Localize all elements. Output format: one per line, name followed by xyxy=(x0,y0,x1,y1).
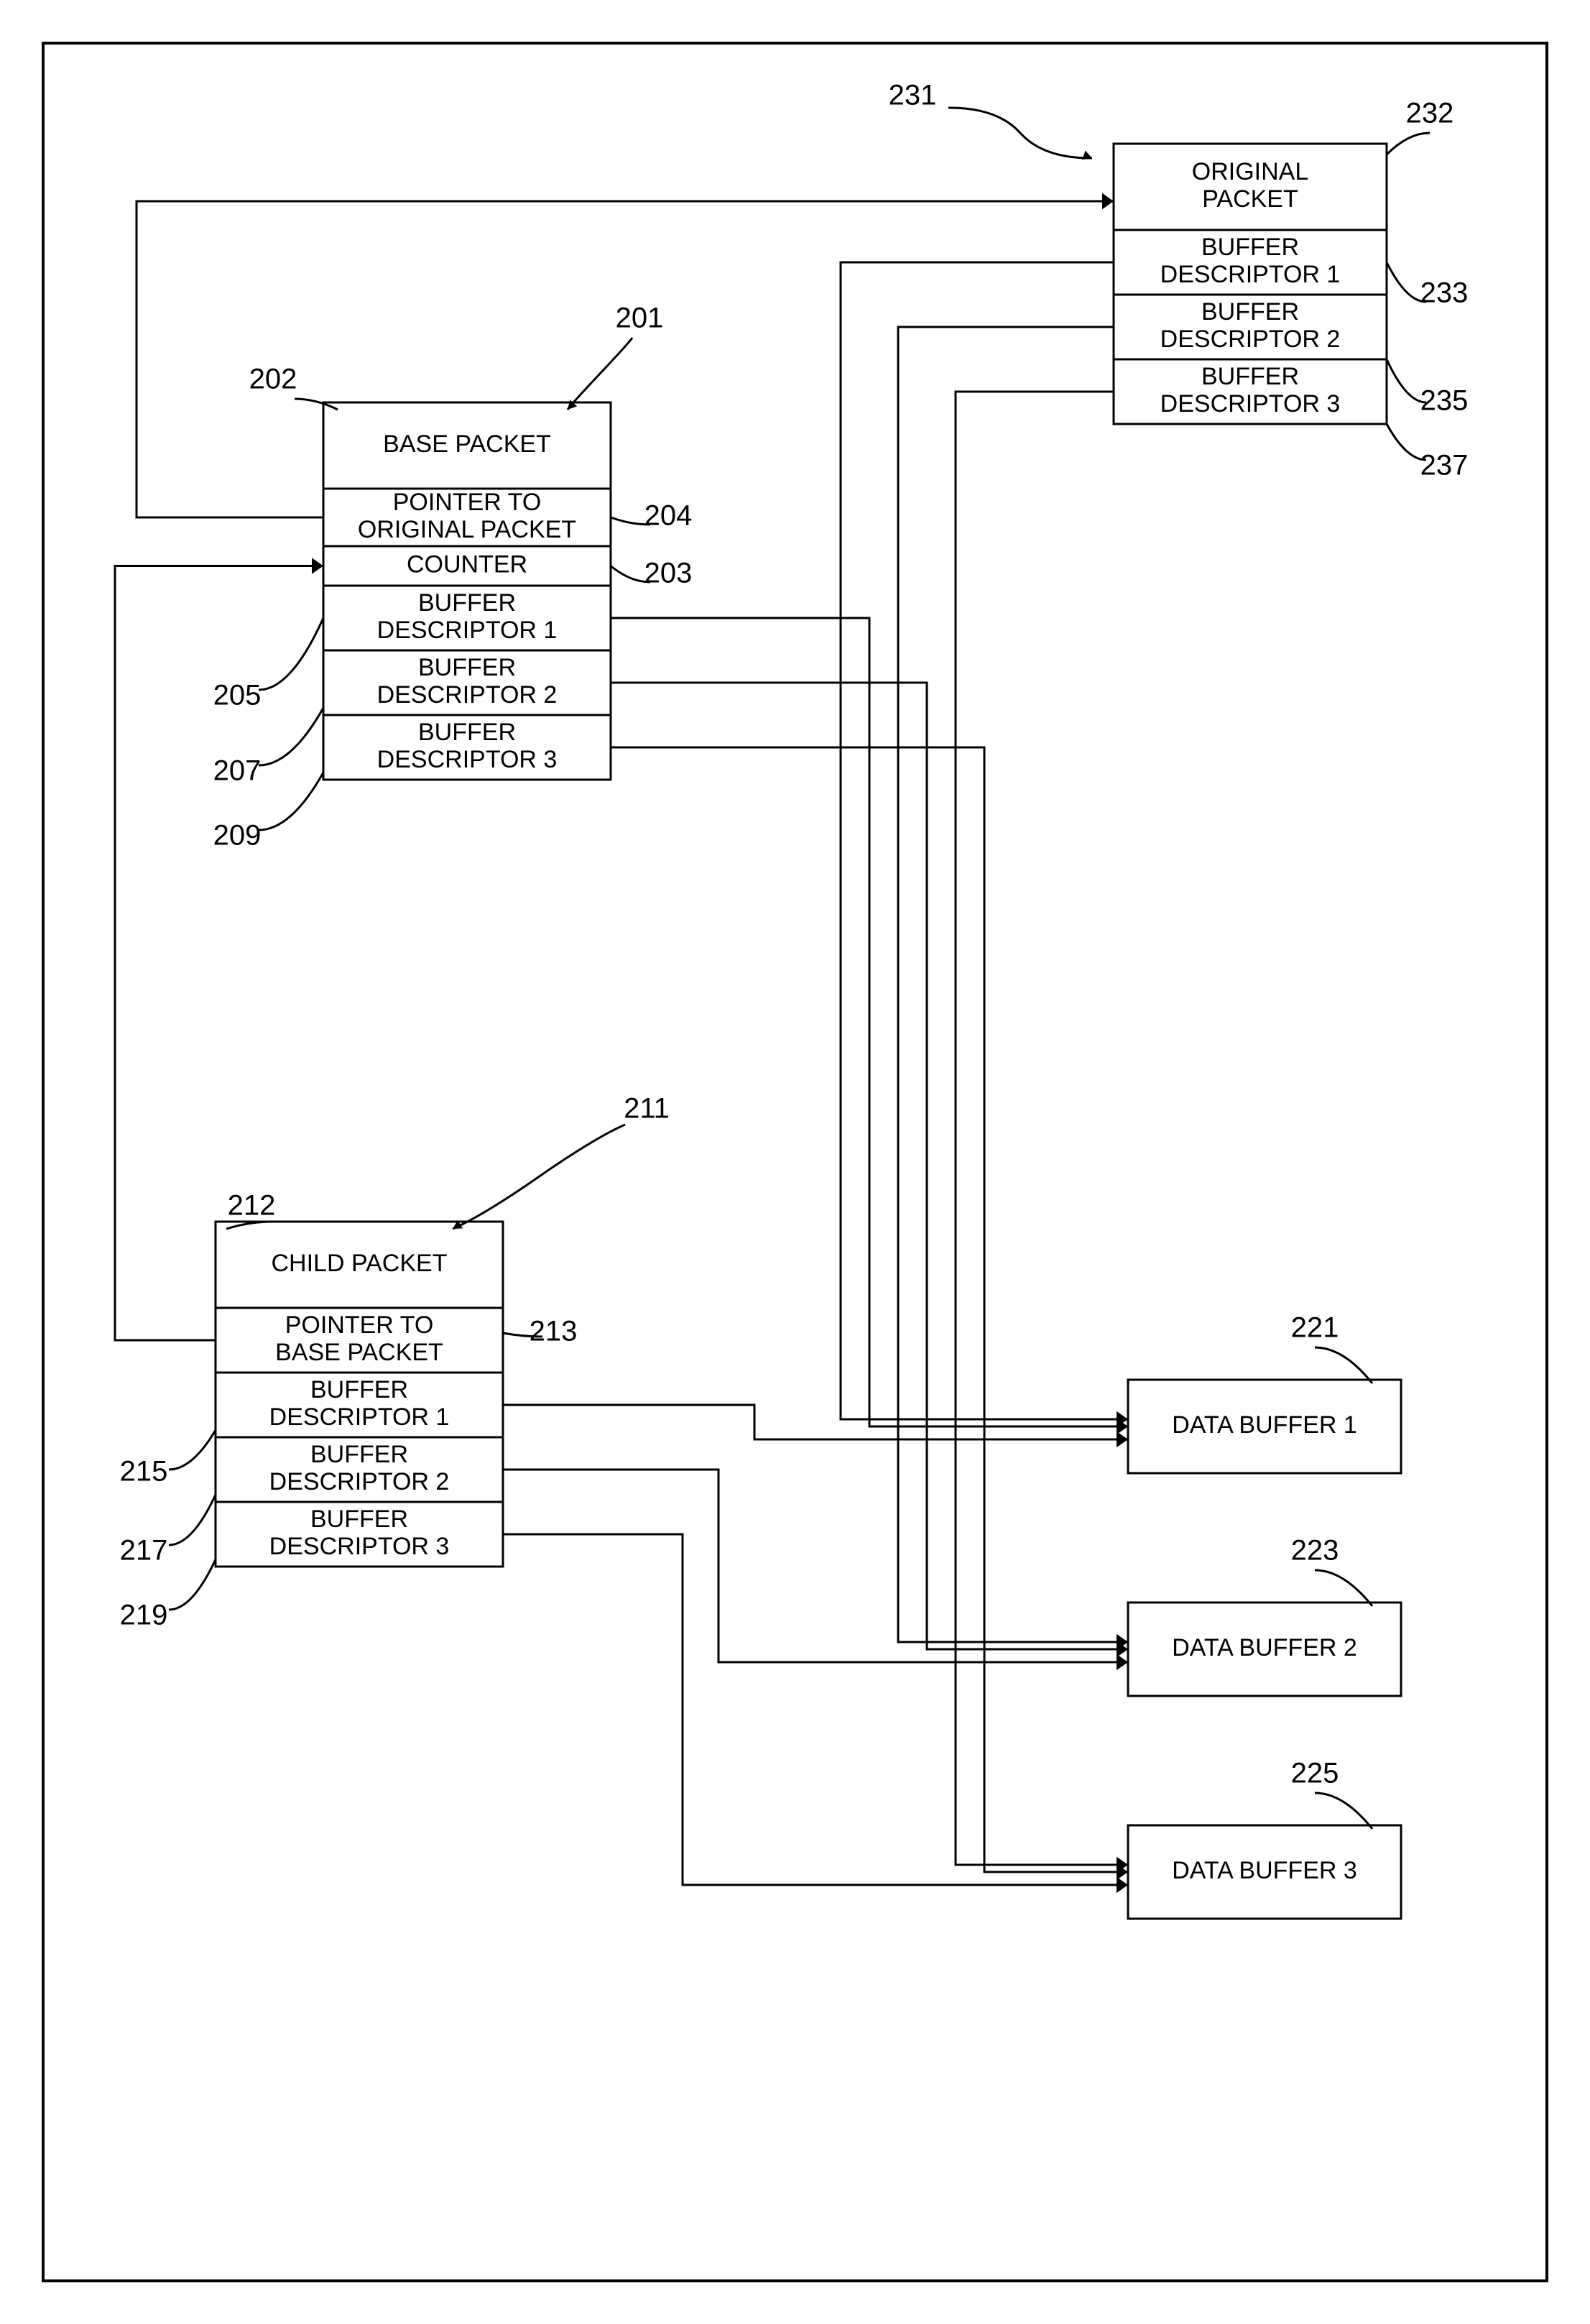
svg-text:205: 205 xyxy=(213,680,262,711)
svg-text:DATA BUFFER 3: DATA BUFFER 3 xyxy=(1172,1857,1357,1884)
svg-text:237: 237 xyxy=(1420,450,1469,481)
svg-text:ORIGINAL PACKET: ORIGINAL PACKET xyxy=(358,516,576,543)
svg-text:209: 209 xyxy=(213,820,262,852)
svg-text:213: 213 xyxy=(530,1316,578,1347)
svg-text:235: 235 xyxy=(1420,385,1469,417)
svg-text:BUFFER: BUFFER xyxy=(1201,298,1299,326)
svg-text:219: 219 xyxy=(120,1600,168,1631)
svg-text:BUFFER: BUFFER xyxy=(310,1505,408,1533)
svg-text:DESCRIPTOR 3: DESCRIPTOR 3 xyxy=(1160,390,1341,418)
svg-text:211: 211 xyxy=(624,1093,670,1125)
svg-text:221: 221 xyxy=(1291,1312,1339,1344)
svg-text:217: 217 xyxy=(120,1535,168,1567)
svg-text:DATA BUFFER 1: DATA BUFFER 1 xyxy=(1172,1411,1357,1439)
svg-text:232: 232 xyxy=(1406,98,1454,129)
packet-diagram: ORIGINALPACKETBUFFERDESCRIPTOR 1BUFFERDE… xyxy=(0,0,1590,2324)
svg-text:201: 201 xyxy=(616,303,664,334)
svg-text:PACKET: PACKET xyxy=(1202,185,1298,213)
svg-text:212: 212 xyxy=(228,1190,276,1222)
svg-text:233: 233 xyxy=(1420,277,1469,309)
svg-text:215: 215 xyxy=(120,1456,168,1488)
svg-text:DESCRIPTOR 3: DESCRIPTOR 3 xyxy=(269,1533,450,1560)
svg-text:DESCRIPTOR 1: DESCRIPTOR 1 xyxy=(269,1403,450,1431)
svg-text:DESCRIPTOR 2: DESCRIPTOR 2 xyxy=(1160,326,1341,353)
svg-text:BASE PACKET: BASE PACKET xyxy=(383,430,551,458)
svg-text:CHILD PACKET: CHILD PACKET xyxy=(272,1250,448,1277)
svg-text:BUFFER: BUFFER xyxy=(418,589,516,617)
svg-text:DATA BUFFER 2: DATA BUFFER 2 xyxy=(1172,1634,1357,1661)
svg-text:DESCRIPTOR 2: DESCRIPTOR 2 xyxy=(269,1468,450,1495)
svg-text:225: 225 xyxy=(1291,1758,1339,1789)
svg-text:ORIGINAL: ORIGINAL xyxy=(1192,158,1308,185)
svg-text:231: 231 xyxy=(889,80,937,111)
svg-text:203: 203 xyxy=(644,558,693,589)
svg-text:223: 223 xyxy=(1291,1535,1339,1567)
svg-text:BUFFER: BUFFER xyxy=(418,654,516,681)
svg-text:DESCRIPTOR 1: DESCRIPTOR 1 xyxy=(377,617,558,644)
svg-text:BASE PACKET: BASE PACKET xyxy=(275,1339,443,1366)
svg-text:BUFFER: BUFFER xyxy=(1201,363,1299,390)
svg-text:202: 202 xyxy=(249,364,297,395)
svg-text:POINTER TO: POINTER TO xyxy=(393,489,542,516)
svg-text:BUFFER: BUFFER xyxy=(1201,234,1299,261)
svg-text:204: 204 xyxy=(644,500,693,532)
svg-text:COUNTER: COUNTER xyxy=(407,550,527,578)
svg-text:207: 207 xyxy=(213,755,262,787)
svg-text:BUFFER: BUFFER xyxy=(310,1376,408,1403)
svg-text:POINTER TO: POINTER TO xyxy=(285,1311,434,1339)
svg-text:BUFFER: BUFFER xyxy=(418,719,516,746)
svg-text:BUFFER: BUFFER xyxy=(310,1441,408,1468)
svg-text:DESCRIPTOR 3: DESCRIPTOR 3 xyxy=(377,746,558,773)
svg-text:DESCRIPTOR 1: DESCRIPTOR 1 xyxy=(1160,261,1341,288)
svg-text:DESCRIPTOR 2: DESCRIPTOR 2 xyxy=(377,681,558,709)
